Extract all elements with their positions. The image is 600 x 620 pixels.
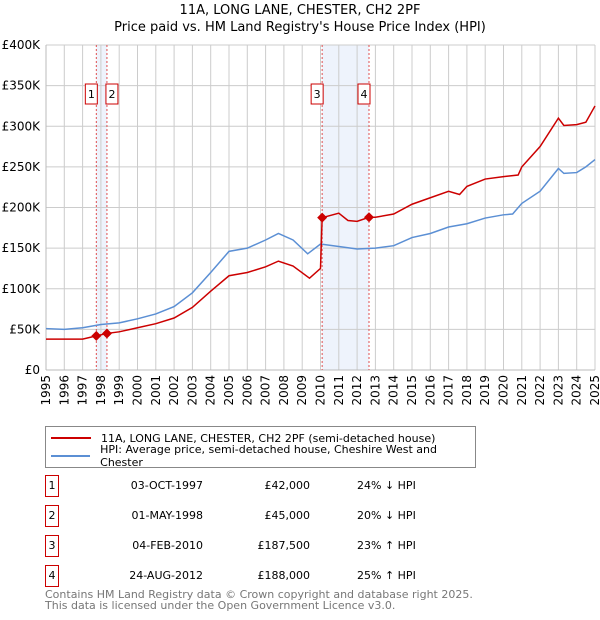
x-tick-label: 2009 (295, 375, 309, 406)
transaction-number: 1 (45, 475, 59, 497)
chart-title: 11A, LONG LANE, CHESTER, CH2 2PF (179, 3, 421, 18)
sale-marker (91, 330, 102, 341)
marker-label-box (310, 83, 324, 105)
footer: Contains HM Land Registry data © Crown c… (45, 589, 473, 611)
x-tick-label: 2015 (405, 375, 419, 406)
x-tick-label: 2004 (204, 375, 218, 406)
y-tick-label: £150K (2, 241, 42, 255)
transaction-hpi-diff: 25% ↑ HPI (357, 569, 416, 582)
y-tick-label: £350K (2, 79, 42, 93)
footer-line-2: This data is licensed under the Open Gov… (45, 599, 396, 612)
x-tick-label: 2019 (478, 375, 492, 406)
x-tick-label: 2024 (570, 375, 584, 406)
legend-item-property: 11A, LONG LANE, CHESTER, CH2 2PF (semi-d… (51, 430, 435, 446)
transaction-date: 24-AUG-2012 (129, 569, 203, 582)
y-tick-label: £300K (2, 119, 42, 133)
y-tick-label: £200K (2, 201, 42, 215)
x-tick-label: 2021 (515, 375, 529, 406)
x-tick-label: 2002 (167, 375, 181, 406)
transaction-hpi-diff: 20% ↓ HPI (357, 509, 416, 522)
marker-label: 4 (360, 88, 367, 101)
x-tick-label: 2016 (423, 375, 437, 406)
x-tick-label: 2023 (551, 375, 565, 406)
marker-label-box (84, 83, 98, 105)
marker-label: 3 (314, 88, 321, 101)
transaction-hpi-diff: 23% ↑ HPI (357, 539, 416, 552)
sale-marker (317, 212, 328, 223)
x-tick-label: 2025 (588, 375, 600, 406)
property-price-line (46, 105, 596, 340)
transaction-date: 01-MAY-1998 (131, 509, 203, 522)
transaction-number: 4 (45, 565, 59, 587)
x-tick-label: 1997 (76, 375, 90, 406)
x-tick-label: 1998 (94, 375, 108, 406)
transaction-price: £188,000 (257, 569, 311, 582)
x-tick-label: 2012 (350, 375, 364, 406)
x-tick-label: 2001 (149, 375, 163, 406)
x-tick-label: 2013 (368, 375, 382, 406)
transaction-number: 3 (45, 535, 59, 557)
marker-label-box (357, 83, 371, 105)
marker-label-box (105, 83, 119, 105)
x-tick-label: 2008 (277, 375, 291, 406)
x-tick-label: 2006 (240, 375, 254, 406)
sale-marker (101, 328, 112, 339)
legend-swatch-blue (51, 455, 91, 457)
price-chart: 1995 1996 1997 1998 1999 2000 2001 2002 2003 2004… (2, 38, 600, 406)
x-tick-label: 1999 (112, 375, 126, 406)
legend-item-hpi: HPI: Average price, semi-detached house,… (51, 443, 475, 469)
hpi-line (45, 158, 596, 331)
legend: 11A, LONG LANE, CHESTER, CH2 2PF (semi-d… (45, 426, 476, 469)
legend-label: HPI: Average price, semi-detached house,… (100, 443, 437, 469)
footer-line-1: Contains HM Land Registry data © Crown c… (45, 588, 473, 601)
x-tick-label: 2014 (387, 375, 401, 406)
legend-swatch-red (51, 437, 91, 439)
y-tick-label: £250K (2, 160, 42, 174)
x-tick-label: 1996 (57, 375, 71, 406)
x-tick-label: 2017 (442, 375, 456, 406)
legend-label: 11A, LONG LANE, CHESTER, CH2 2PF (semi-d… (101, 431, 436, 445)
transaction-hpi-diff: 24% ↓ HPI (357, 479, 416, 492)
sale-marker (363, 212, 374, 223)
y-tick-label: £0 (25, 363, 40, 377)
marker-label: 2 (108, 88, 115, 101)
transaction-date: 04-FEB-2010 (132, 539, 203, 552)
y-tick-label: £100K (2, 282, 42, 296)
x-tick-label: 2007 (259, 375, 273, 406)
y-tick-label: £400K (2, 38, 42, 52)
x-tick-label: 2011 (332, 375, 346, 406)
x-tick-label: 2020 (497, 375, 511, 406)
x-tick-label: 2003 (185, 375, 199, 406)
x-tick-label: 2022 (533, 375, 547, 406)
transaction-date: 03-OCT-1997 (130, 479, 203, 492)
x-tick-label: 2005 (222, 375, 236, 406)
x-tick-label: 2018 (460, 375, 474, 406)
x-tick-label: 2000 (131, 375, 145, 406)
transaction-price: £45,000 (264, 509, 311, 522)
x-tick-label: 2010 (314, 375, 328, 406)
y-tick-label: £50K (9, 322, 41, 336)
marker-label: 1 (88, 88, 95, 101)
transaction-number: 2 (45, 505, 59, 527)
x-tick-label: 1995 (39, 375, 53, 406)
transaction-price: £187,500 (257, 539, 311, 552)
transaction-price: £42,000 (264, 479, 311, 492)
chart-subtitle: Price paid vs. HM Land Registry's House … (114, 20, 486, 35)
